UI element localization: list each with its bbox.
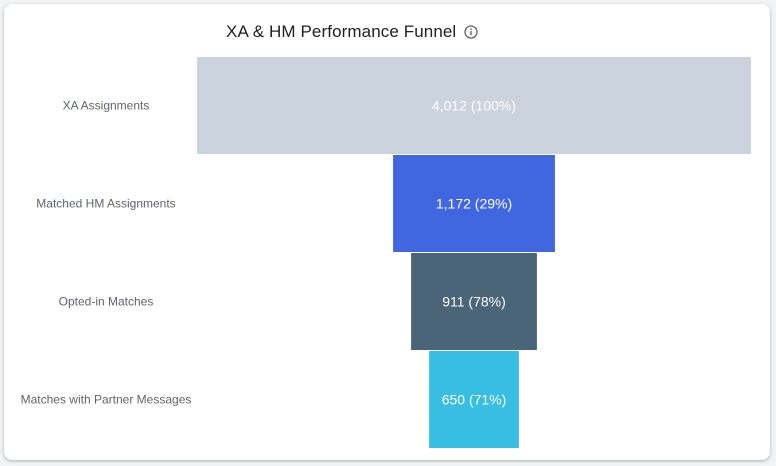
chart-card: XA & HM Performance Funnel 4,012 (100%) X… <box>4 4 770 460</box>
funnel-stage-label: XA Assignments <box>63 99 150 113</box>
funnel-bar[interactable] <box>411 253 537 350</box>
chart-header: XA & HM Performance Funnel <box>226 18 478 46</box>
funnel-bar[interactable] <box>429 351 519 448</box>
funnel-value-label: 650 (71%) <box>442 392 507 408</box>
funnel-chart: 4,012 (100%) XA Assignments 1,172 (29%) Mat… <box>21 57 751 448</box>
funnel-value-label: 911 (78%) <box>442 294 506 310</box>
funnel-stage-label: Opted-in Matches <box>59 295 154 309</box>
funnel-bar[interactable] <box>197 57 751 154</box>
funnel-value-label: 1,172 (29%) <box>436 196 512 212</box>
funnel-stage-label: Matches with Partner Messages <box>21 393 192 407</box>
funnel-value-label: 4,012 (100%) <box>432 98 516 114</box>
funnel-stage-label: Matched HM Assignments <box>36 197 175 211</box>
info-icon[interactable] <box>464 25 478 39</box>
chart-title: XA & HM Performance Funnel <box>226 22 457 41</box>
funnel-bar[interactable] <box>393 155 555 252</box>
